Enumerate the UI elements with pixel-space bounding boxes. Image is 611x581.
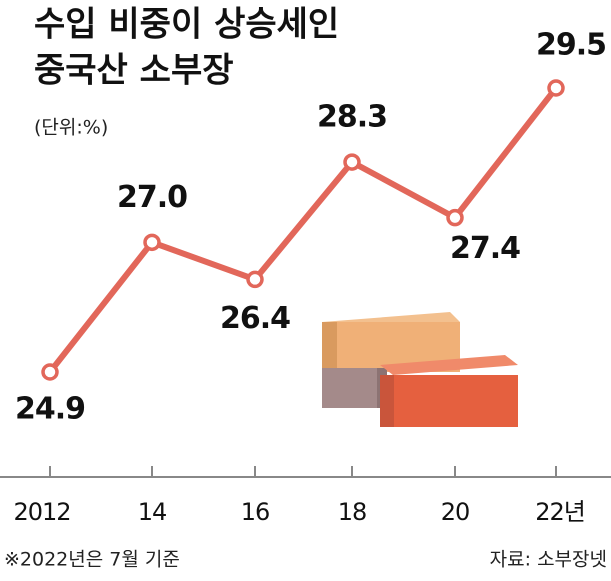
source: 자료: 소부장넷 — [490, 549, 607, 571]
value-label: 27.0 — [117, 180, 187, 215]
data-line — [47, 86, 559, 374]
value-label: 27.4 — [450, 231, 520, 266]
x-tick-label: 14 — [138, 498, 167, 526]
unit-label: (단위:%) — [34, 117, 108, 139]
chart-title-line: 중국산 소부장 — [34, 51, 234, 91]
container-illustration — [322, 312, 518, 427]
x-tick-label: 16 — [241, 498, 270, 526]
x-tick-label: 20 — [441, 498, 470, 526]
value-label: 24.9 — [15, 392, 85, 427]
data-point — [143, 233, 161, 252]
chart-title-line: 수입 비중이 상승세인 — [34, 5, 339, 45]
data-point — [41, 363, 59, 381]
x-tick-label: 18 — [338, 498, 367, 526]
value-label: 29.5 — [536, 28, 606, 63]
data-point — [547, 79, 565, 97]
value-label: 28.3 — [317, 100, 387, 135]
x-tick-label: 22년 — [535, 498, 585, 526]
value-label: 26.4 — [220, 301, 290, 336]
data-point — [446, 208, 464, 227]
x-tick-label: 2012 — [13, 498, 70, 526]
data-point — [343, 153, 361, 171]
data-point — [246, 270, 264, 289]
note: ※2022년은 7월 기준 — [4, 549, 180, 571]
